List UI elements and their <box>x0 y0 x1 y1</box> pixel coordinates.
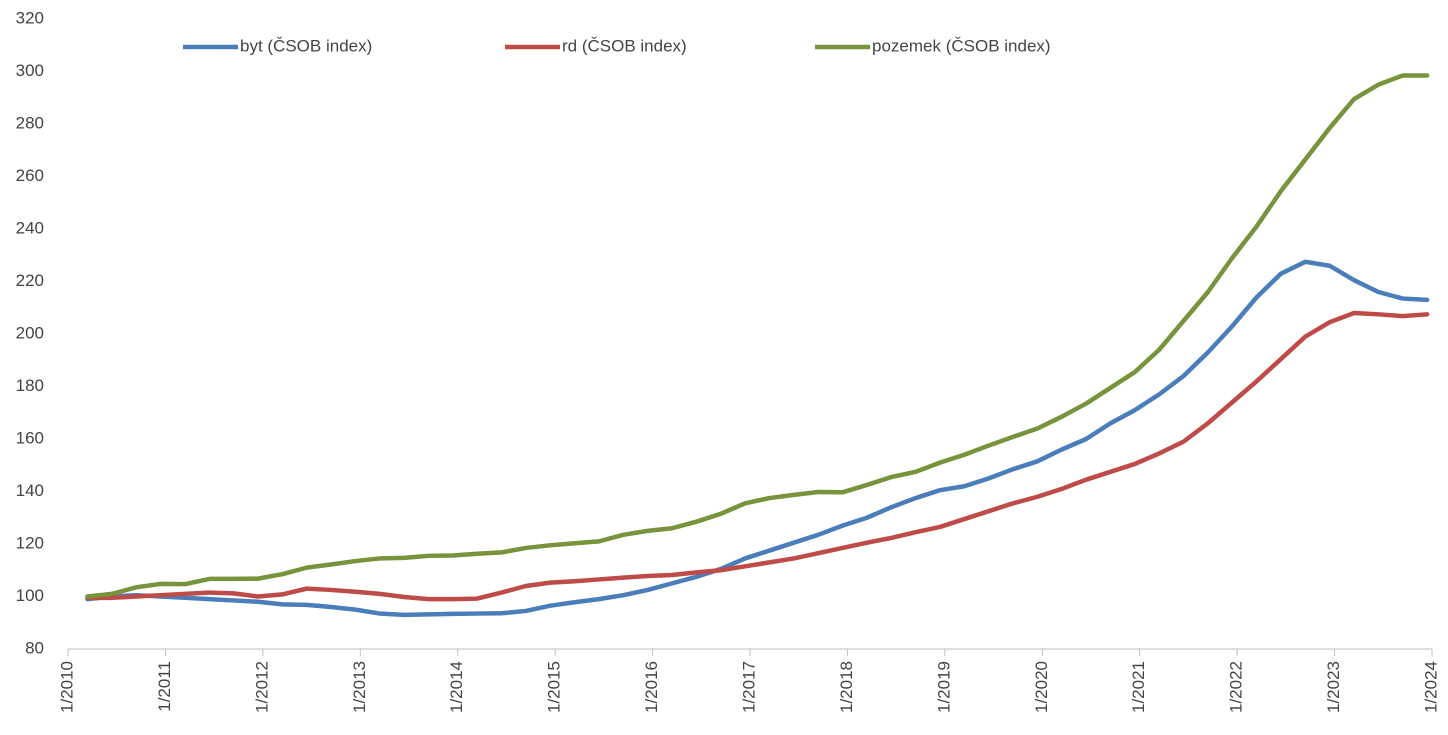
x-tick-label: 1/2016 <box>642 661 661 713</box>
series-line <box>85 73 1430 599</box>
y-tick-label: 300 <box>16 61 44 80</box>
y-tick-label: 140 <box>16 481 44 500</box>
x-tick-label: 1/2018 <box>837 661 856 713</box>
x-tick-label: 1/2011 <box>155 661 174 712</box>
y-tick-label: 280 <box>16 113 44 132</box>
x-tick-label: 1/2013 <box>350 661 369 713</box>
x-tick-label: 1/2019 <box>934 661 953 713</box>
y-tick-label: 220 <box>16 271 44 290</box>
y-tick-label: 260 <box>16 166 44 185</box>
legend-label: rd (ČSOB index) <box>562 36 687 55</box>
y-tick-label: 200 <box>16 323 44 342</box>
y-tick-label: 80 <box>25 638 44 657</box>
legend-label: pozemek (ČSOB index) <box>872 36 1051 55</box>
x-tick-label: 1/2021 <box>1129 661 1148 713</box>
y-tick-label: 320 <box>16 8 44 27</box>
x-tick-label: 1/2010 <box>57 661 76 713</box>
series-line <box>85 259 1430 618</box>
series-line <box>85 310 1430 602</box>
x-tick-label: 1/2020 <box>1032 661 1051 713</box>
y-tick-label: 120 <box>16 533 44 552</box>
y-tick-label: 100 <box>16 586 44 605</box>
x-tick-label: 1/2017 <box>739 661 758 713</box>
x-tick-label: 1/2012 <box>252 661 271 713</box>
y-tick-label: 180 <box>16 376 44 395</box>
legend-label: byt (ČSOB index) <box>240 36 372 55</box>
x-tick-label: 1/2014 <box>447 661 466 713</box>
x-tick-label: 1/2015 <box>545 661 564 713</box>
x-tick-label: 1/2023 <box>1324 661 1343 713</box>
x-tick-label: 1/2024 <box>1421 661 1440 713</box>
x-tick-label: 1/2022 <box>1227 661 1246 713</box>
y-tick-label: 160 <box>16 428 44 447</box>
y-tick-label: 240 <box>16 218 44 237</box>
